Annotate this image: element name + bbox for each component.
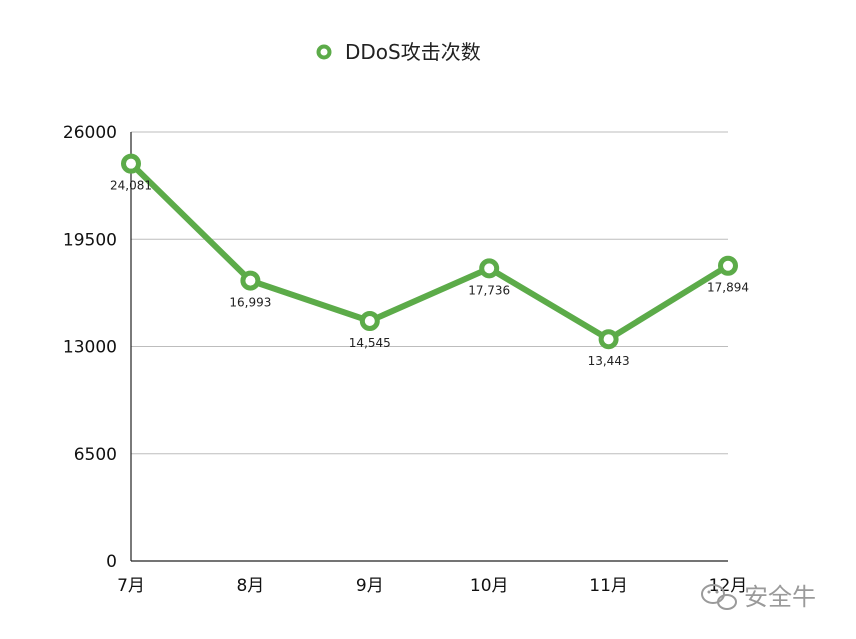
x-axis-tick-labels: 7月 8月 9月 10月 11月 12月 xyxy=(117,576,747,596)
legend: DDoS攻击次数 xyxy=(316,40,481,64)
data-label: 14,545 xyxy=(349,336,391,350)
series-line xyxy=(128,160,731,343)
series-ddos: 24,081 16,993 14,545 17,736 13,443 17,894 xyxy=(110,153,749,368)
watermark: 安全牛 xyxy=(701,583,816,611)
data-point xyxy=(598,329,619,350)
data-label: 16,993 xyxy=(229,296,271,310)
x-tick-label: 9月 xyxy=(356,576,384,596)
data-point xyxy=(718,255,738,276)
x-tick-label: 10月 xyxy=(470,576,509,596)
y-tick-label: 13000 xyxy=(63,338,117,358)
watermark-text: 安全牛 xyxy=(744,583,816,611)
data-label: 24,081 xyxy=(110,179,152,193)
y-tick-label: 6500 xyxy=(74,445,117,465)
data-label: 17,736 xyxy=(468,283,510,297)
x-tick-label: 11月 xyxy=(589,576,628,596)
data-point xyxy=(121,153,141,174)
x-tick-label: 12月 xyxy=(709,576,748,596)
x-tick-label: 7月 xyxy=(117,576,145,596)
data-point xyxy=(240,270,261,291)
y-axis-tick-labels: 0 6500 13000 19500 26000 xyxy=(63,123,117,572)
gridlines xyxy=(131,131,728,455)
y-tick-label: 26000 xyxy=(63,123,117,143)
data-point xyxy=(359,311,380,332)
legend-marker xyxy=(316,44,332,60)
y-tick-label: 19500 xyxy=(63,230,117,250)
data-label: 17,894 xyxy=(707,281,749,295)
wechat-icon xyxy=(701,584,737,610)
data-point xyxy=(479,258,500,279)
y-tick-label: 0 xyxy=(106,552,117,572)
legend-label: DDoS攻击次数 xyxy=(345,40,481,64)
x-tick-label: 8月 xyxy=(236,576,264,596)
data-label: 13,443 xyxy=(588,354,630,368)
